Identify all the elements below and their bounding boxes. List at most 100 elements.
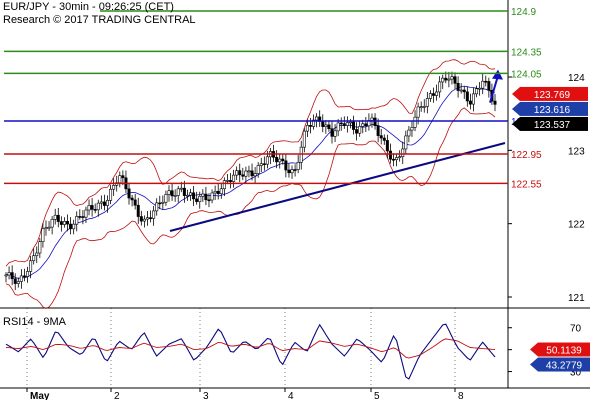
candle-body [10,272,14,280]
candle-body [96,202,100,211]
candle-body [62,221,66,225]
chart-title: EUR/JPY - 30min - 09:26:25 (CET) [3,1,174,13]
candle-body [262,163,266,166]
candle-body [428,93,432,99]
candle-body [235,170,239,176]
candle-body [72,223,76,230]
candle-body [152,210,156,219]
candle-body [471,93,475,105]
candle-body [142,218,146,222]
candle-body [379,135,383,139]
candle-body [453,76,457,84]
candle-body [87,205,91,211]
candle-body [342,123,346,126]
candle-body [435,91,439,96]
candle-body [170,190,174,197]
candle-body [229,180,233,182]
rsi-value-box-pointer [530,342,538,357]
level-label: 124.9 [511,7,536,18]
candle-body [305,125,309,132]
price-box [520,86,588,101]
candle-body [161,201,165,204]
candle-body [250,170,254,177]
candle-body [302,130,306,148]
candle-body [447,78,451,81]
price-box-pointer [512,116,520,131]
rsi-tick-label: 30 [570,368,582,379]
candle-body [281,158,285,162]
price-box [520,101,588,116]
rsi-value-label: 50.1139 [546,346,582,357]
candle-body [90,205,94,210]
price-tick-label: 122 [568,220,585,231]
time-axis: May 2 3 4 5 8 [26,308,464,400]
candle-body [189,192,193,196]
price-box-pointer [512,101,520,116]
candle-body [99,201,103,204]
candle-body [407,129,411,137]
candle-body [459,89,463,92]
candle-body [358,126,362,134]
price-tick-label: 124 [568,73,585,84]
candle-body [364,123,368,127]
candle-body [413,116,417,128]
candle-body [185,194,189,197]
candle-body [47,226,51,229]
candle-body [7,272,11,276]
trendline [169,142,506,232]
candle-body [376,125,380,136]
candle-body [164,194,168,203]
candle-body [207,199,211,202]
candle-body [438,81,442,93]
candle-body [296,162,300,170]
candle-body [155,202,159,212]
candle-body [487,81,491,91]
candle-body [398,156,402,158]
level-label: 124.35 [511,47,542,58]
bollinger-upper-band [5,59,496,267]
candle-body [355,129,359,134]
candle-body [13,278,17,284]
candle-body [44,227,48,230]
candle-body [130,197,134,201]
rsi-value-box [538,357,590,372]
bollinger-lower-band [5,107,496,309]
rsi-value-box-pointer [530,357,538,372]
candle-body [468,100,472,105]
rsi-line [5,323,496,380]
candle-body [450,76,454,80]
candle-body [121,175,125,179]
forecast-arrow-shaft [489,75,499,103]
price-box-label: 123.537 [534,120,571,131]
candle-body [225,180,229,182]
candle-body [278,158,282,163]
candle-body [167,190,171,195]
price-box-label: 123.616 [534,105,571,116]
candle-body [26,271,30,277]
candle-body [256,165,260,174]
candle-body [465,91,469,102]
candle-body [19,275,23,282]
candle-body [419,106,423,108]
candle-body [176,188,180,196]
candle-body [75,216,79,225]
candle-body [53,214,57,220]
price-box-label: 123.769 [534,90,571,101]
candle-body [29,260,33,272]
rsi-value-box [538,342,590,357]
candle-body [456,82,460,91]
candle-body [441,77,445,83]
price-series [4,59,506,309]
candle-body [478,87,482,90]
candle-body [213,190,217,194]
time-tick-label: 8 [458,391,464,400]
candle-body [16,281,20,284]
candle-body [247,170,251,173]
candle-body [232,174,236,182]
price-box-pointer [512,86,520,101]
candle-body [204,193,208,201]
candle-body [59,221,63,225]
